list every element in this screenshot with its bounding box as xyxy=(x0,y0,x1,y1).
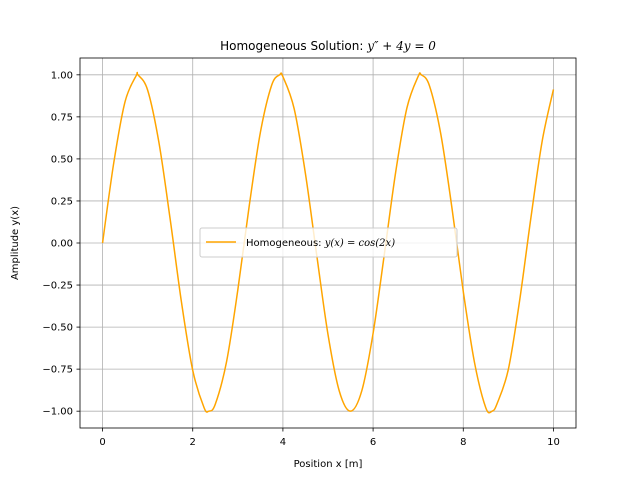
plot-frame xyxy=(79,57,577,429)
chart-title-text: Homogeneous Solution: xyxy=(220,39,367,53)
chart-title-equation: y″ + 4y = 0 xyxy=(366,39,436,53)
x-tick-label: 6 xyxy=(370,437,376,448)
y-tick-label: 0.50 xyxy=(51,154,73,165)
legend-box xyxy=(199,227,458,258)
y-tick-label: −1.00 xyxy=(42,407,73,418)
series-layer xyxy=(101,71,555,414)
y-tick-label: 0.75 xyxy=(51,112,73,123)
x-tick-label: 0 xyxy=(99,437,105,448)
legend-label-text: Homogeneous: xyxy=(246,238,325,249)
x-tick-label: 2 xyxy=(190,437,196,448)
ticks: 0 2 4 6 8 10 −1.00 −0.75 −0.50 −0.25 0.00 0.25 0.50 0… xyxy=(42,70,559,448)
y-tick-label: 0.25 xyxy=(51,196,73,207)
series-line-cos2x xyxy=(101,71,555,414)
legend-label-equation: y(x) = cos(2x) xyxy=(324,238,395,249)
x-tick-label: 4 xyxy=(280,437,286,448)
x-tick-label: 8 xyxy=(460,437,466,448)
legend: Homogeneous: y(x) = cos(2x) xyxy=(199,227,458,258)
y-axis-label: Amplitude y(x) xyxy=(10,206,21,280)
y-tick-label: 0.00 xyxy=(51,239,73,250)
legend-entry: Homogeneous: y(x) = cos(2x) xyxy=(246,238,395,249)
chart-title: Homogeneous Solution: y″ + 4y = 0 xyxy=(220,39,436,53)
y-tick-label: −0.25 xyxy=(42,281,73,292)
x-tick-label: 10 xyxy=(547,437,560,448)
y-tick-label: 1.00 xyxy=(51,70,73,81)
y-tick-label: −0.50 xyxy=(42,323,73,334)
y-tick-label: −0.75 xyxy=(42,365,73,376)
x-axis-label: Position x [m] xyxy=(294,459,363,470)
